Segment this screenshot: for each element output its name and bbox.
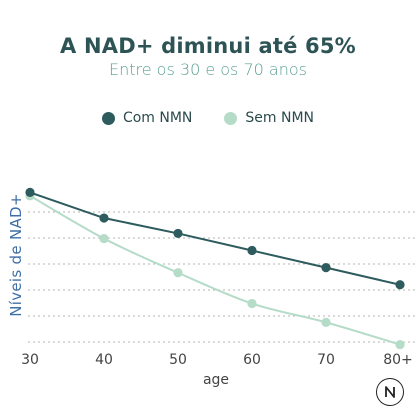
series-com-nmn: [25, 187, 405, 290]
grid-lines: [28, 211, 416, 343]
legend-marker-com-nmn: [101, 111, 115, 125]
data-point-com-nmn: [247, 245, 257, 256]
chart-legend: Com NMN Sem NMN: [0, 110, 416, 126]
data-point-com-nmn: [173, 228, 183, 239]
x-tick-label: 50: [169, 352, 187, 368]
data-point-sem-nmn: [247, 298, 257, 309]
x-axis-label: age: [203, 372, 229, 388]
chart-subtitle: Entre os 30 e os 70 anos: [109, 60, 307, 79]
data-point-sem-nmn: [173, 268, 183, 278]
data-point-com-nmn: [321, 263, 331, 273]
data-point-com-nmn: [395, 280, 405, 290]
chart-title: A NAD+ diminui até 65%: [60, 34, 356, 58]
series-layer: [25, 187, 405, 350]
x-tick-label: 70: [317, 352, 335, 368]
x-tick-label: 40: [95, 352, 113, 368]
x-tick-labels: 30 40 50 60 70 80+: [21, 352, 413, 368]
data-point-com-nmn: [99, 213, 109, 223]
series-line-sem-nmn: [29, 194, 401, 346]
data-point-sem-nmn: [99, 233, 109, 244]
legend-item-sem-nmn: Sem NMN: [224, 110, 314, 126]
series-sem-nmn: [25, 191, 405, 350]
legend-label-sem-nmn: Sem NMN: [245, 110, 315, 126]
data-point-sem-nmn: [395, 339, 405, 350]
legend-item-com-nmn: Com NMN: [101, 110, 193, 126]
legend-label-com-nmn: Com NMN: [122, 110, 193, 126]
x-tick-label: 80+: [383, 352, 413, 368]
legend-marker-sem-nmn: [224, 111, 238, 125]
n-letter-glyph: [385, 386, 395, 398]
data-point-com-nmn: [25, 187, 35, 197]
x-tick-label: 60: [243, 352, 261, 368]
series-line-com-nmn: [29, 191, 401, 286]
x-tick-label: 30: [21, 352, 39, 368]
data-point-sem-nmn: [321, 317, 331, 327]
n-logo-icon: [376, 378, 404, 406]
